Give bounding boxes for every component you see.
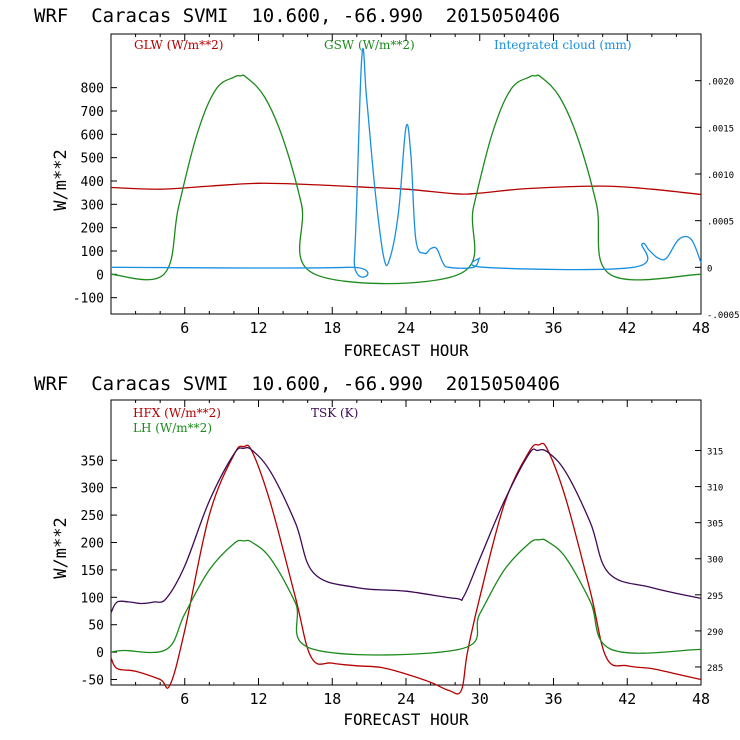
y-tick-label: 0 — [96, 268, 104, 283]
x-tick-label: 48 — [692, 690, 710, 708]
y-tick-label: 0 — [96, 646, 104, 661]
y-tick-label: 100 — [81, 245, 104, 260]
x-tick-label: 18 — [323, 690, 341, 708]
x-tick-label: 36 — [544, 319, 562, 337]
chart-1-lines — [110, 47, 702, 285]
y2-tick-label: 0 — [707, 264, 712, 274]
y-tick-label: 250 — [81, 509, 104, 524]
x-tick-label: 36 — [544, 690, 562, 708]
chart-1-legend-gsw: GSW (W/m**2) — [324, 38, 415, 52]
chart-1: WRF Caracas SVMI 10.600, -66.990 2015050… — [34, 5, 740, 360]
chart-2: WRF Caracas SVMI 10.600, -66.990 2015050… — [34, 373, 723, 729]
y2-tick-label: 295 — [707, 592, 723, 602]
y-tick-label: 200 — [81, 537, 104, 552]
chart-2-title: WRF Caracas SVMI 10.600, -66.990 2015050… — [34, 373, 560, 395]
x-tick-label: 12 — [249, 690, 267, 708]
y2-tick-label: 290 — [707, 628, 723, 638]
x-tick-label: 6 — [180, 690, 189, 708]
y-tick-label: 100 — [81, 591, 104, 606]
y-tick-label: 800 — [81, 82, 104, 97]
y-tick-label: 500 — [81, 152, 104, 167]
x-tick-label: 12 — [249, 319, 267, 337]
x-tick-label: 24 — [397, 690, 415, 708]
chart-2-lines — [110, 442, 702, 695]
x-tick-label: 42 — [618, 319, 636, 337]
chart-2-legend-tsk: TSK (K) — [311, 406, 358, 420]
series-line-1-2 — [110, 74, 702, 285]
chart-2-legend-hfx: HFX (W/m**2) — [133, 406, 221, 420]
y-tick-label: 350 — [81, 454, 104, 469]
y2-tick-label: 285 — [707, 664, 723, 674]
y-tick-label: 50 — [88, 619, 104, 634]
chart-2-ticks: 6 12 18 24 30 36 42 48 -50 0 50 100 150 200 250 300 350 2… — [81, 400, 723, 708]
y2-tick-label: 305 — [707, 520, 723, 530]
chart-1-ylabel: W/m**2 — [51, 149, 71, 210]
y-tick-label: 300 — [81, 198, 104, 213]
y-tick-label: -100 — [73, 292, 104, 307]
y2-tick-label: .0010 — [707, 171, 734, 181]
chart-1-legend-cloud: Integrated cloud (mm) — [494, 38, 632, 52]
y-tick-label: 400 — [81, 175, 104, 190]
chart-1-title: WRF Caracas SVMI 10.600, -66.990 2015050… — [34, 5, 560, 27]
chart-1-xlabel: FORECAST HOUR — [343, 341, 469, 360]
chart-1-ticks: 6 12 18 24 30 36 42 48 -100 0 100 200 300 400 500 600 70… — [73, 34, 740, 337]
y-tick-label: 700 — [81, 105, 104, 120]
y-tick-label: -50 — [81, 674, 104, 689]
chart-1-legend-glw: GLW (W/m**2) — [134, 38, 223, 52]
x-tick-label: 18 — [323, 319, 341, 337]
series-line-1-3 — [110, 47, 702, 278]
y2-tick-label: .0015 — [707, 124, 734, 134]
series-line-2-1 — [110, 442, 702, 695]
series-line-2-3 — [110, 446, 702, 614]
x-tick-label: 42 — [618, 690, 636, 708]
y-tick-label: 200 — [81, 222, 104, 237]
x-tick-label: 48 — [692, 319, 710, 337]
y2-tick-label: .0020 — [707, 78, 734, 88]
x-tick-label: 30 — [471, 690, 489, 708]
y2-tick-label: -.0005 — [707, 311, 740, 321]
y2-tick-label: .0005 — [707, 218, 734, 228]
series-line-1-1 — [110, 182, 702, 196]
y2-tick-label: 300 — [707, 556, 723, 566]
chart-2-ylabel: W/m**2 — [51, 517, 71, 578]
x-tick-label: 30 — [471, 319, 489, 337]
chart-2-xlabel: FORECAST HOUR — [343, 710, 469, 729]
y2-tick-label: 315 — [707, 448, 723, 458]
chart-2-frame — [110, 399, 702, 686]
x-tick-label: 24 — [397, 319, 415, 337]
chart-2-legend-lh: LH (W/m**2) — [133, 421, 212, 435]
chart-1-frame — [110, 33, 702, 315]
y2-tick-label: 310 — [707, 484, 723, 494]
y-tick-label: 600 — [81, 128, 104, 143]
y-tick-label: 300 — [81, 482, 104, 497]
x-tick-label: 6 — [180, 319, 189, 337]
y-tick-label: 150 — [81, 564, 104, 579]
series-line-2-2 — [110, 538, 702, 656]
